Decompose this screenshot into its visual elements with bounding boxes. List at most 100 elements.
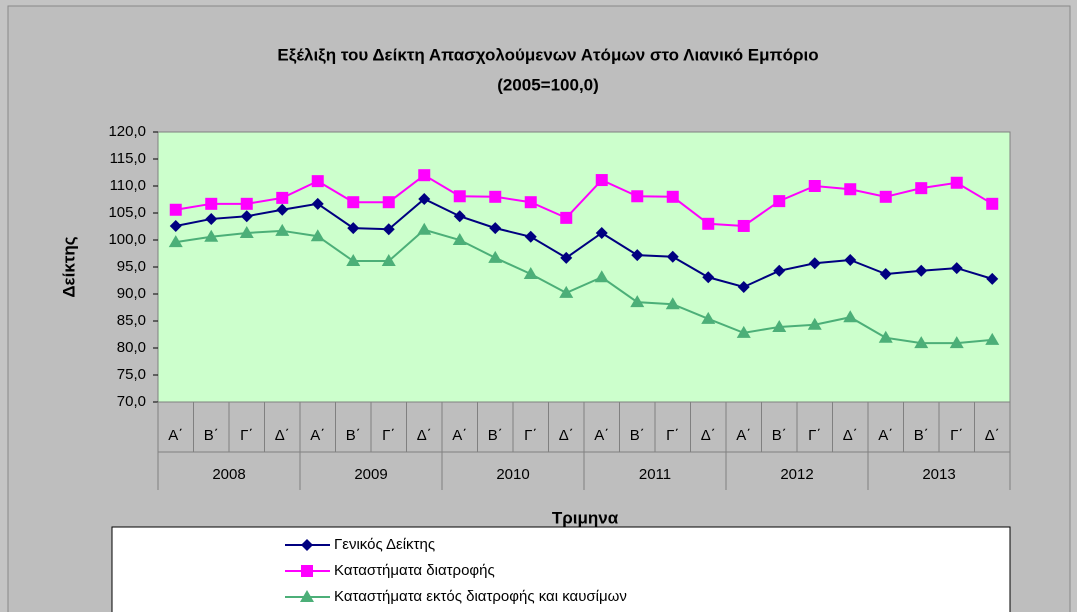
series-line [175,197,993,289]
group-label: 2011 [639,466,671,483]
y-tick-label: 100,0 [108,231,146,248]
marker-square [418,169,431,182]
marker-diamond [382,223,395,236]
marker-square [240,197,253,210]
marker-triangle [559,285,574,298]
marker-diamond [844,253,857,266]
marker-square [169,203,182,216]
marker-triangle [878,330,893,343]
marker-diamond [524,230,537,243]
marker-diamond [808,257,821,270]
marker-triangle [772,319,787,332]
marker-diamond [631,249,644,262]
marker-square [879,190,892,203]
marker-square [950,176,963,189]
group-label: 2012 [780,466,813,483]
marker-square [631,190,644,203]
x-tick-label: Δ΄ [417,427,432,444]
x-tick-label: Β΄ [630,427,645,444]
marker-triangle [204,229,219,242]
group-label: 2013 [922,466,955,483]
x-tick-label: Α΄ [168,427,183,444]
marker-square [453,190,466,203]
marker-diamond [311,197,324,210]
marker-triangle [452,233,467,245]
marker-square [808,180,821,192]
marker-square [595,174,608,187]
x-axis-title: Τριμηνα [552,508,619,527]
marker-square [986,197,999,210]
marker-square [347,196,360,209]
marker-triangle [594,270,609,283]
marker-triangle [985,332,1000,345]
marker-triangle [630,295,645,308]
marker-triangle [807,317,822,330]
chart-title: Εξέλιξη του Δείκτη Απασχολούμενων Ατόμων… [277,45,818,64]
legend-label: Γενικός Δείκτης [334,536,435,553]
group-label: 2009 [354,466,387,483]
x-tick-label: Γ΄ [382,427,395,444]
marker-diamond [595,226,608,239]
marker-triangle [523,267,538,280]
marker-triangle [239,225,254,238]
legend-label: Καταστήματα εκτός διατροφής και καυσίμων [334,588,627,605]
marker-diamond [276,203,289,216]
marker-diamond [879,268,892,281]
x-tick-label: Γ΄ [524,427,537,444]
x-tick-label: Δ΄ [985,427,1000,444]
marker-diamond [240,210,253,223]
x-tick-label: Β΄ [772,427,787,444]
marker-triangle [736,325,751,338]
x-tick-label: Δ΄ [701,427,716,444]
y-tick-label: 75,0 [117,366,146,383]
x-tick-label: Α΄ [310,427,325,444]
marker-diamond [737,280,750,293]
x-tick-label: Α΄ [878,427,893,444]
marker-diamond [666,250,679,263]
x-tick-label: Β΄ [204,427,219,444]
x-tick-label: Γ΄ [666,427,679,444]
group-label: 2008 [212,466,245,483]
marker-square [773,195,786,208]
y-tick-label: 110,0 [110,177,146,194]
y-tick-label: 105,0 [108,204,146,221]
marker-square [666,190,679,203]
marker-triangle [300,590,314,602]
marker-square [311,175,324,188]
marker-triangle [346,254,361,267]
marker-square [489,190,502,203]
y-tick-label: 80,0 [117,339,146,356]
x-tick-label: Β΄ [488,427,503,444]
marker-triangle [275,223,290,236]
marker-square [301,565,313,577]
y-tick-label: 120,0 [108,123,146,140]
x-tick-label: Α΄ [594,427,609,444]
x-tick-label: Δ΄ [275,427,290,444]
chart-subtitle: (2005=100,0) [497,75,599,94]
marker-square [737,219,750,232]
y-tick-label: 90,0 [117,285,146,302]
marker-diamond [702,271,715,284]
marker-diamond [301,539,313,551]
x-tick-label: Γ΄ [808,427,821,444]
x-tick-label: Β΄ [346,427,361,444]
marker-diamond [169,219,182,232]
marker-triangle [665,297,680,310]
marker-diamond [773,264,786,277]
marker-diamond [986,272,999,285]
marker-diamond [418,192,431,205]
marker-triangle [417,222,432,235]
x-tick-label: Δ΄ [559,427,574,444]
marker-diamond [205,212,218,225]
marker-square [844,183,857,196]
x-tick-label: Δ΄ [843,427,858,444]
marker-diamond [453,210,466,223]
marker-diamond [489,222,502,235]
y-tick-label: 70,0 [117,393,146,410]
marker-diamond [347,222,360,235]
x-tick-label: Γ΄ [950,427,963,444]
marker-square [915,182,928,195]
y-axis-title: Δείκτης [59,236,78,297]
marker-square [276,191,289,204]
